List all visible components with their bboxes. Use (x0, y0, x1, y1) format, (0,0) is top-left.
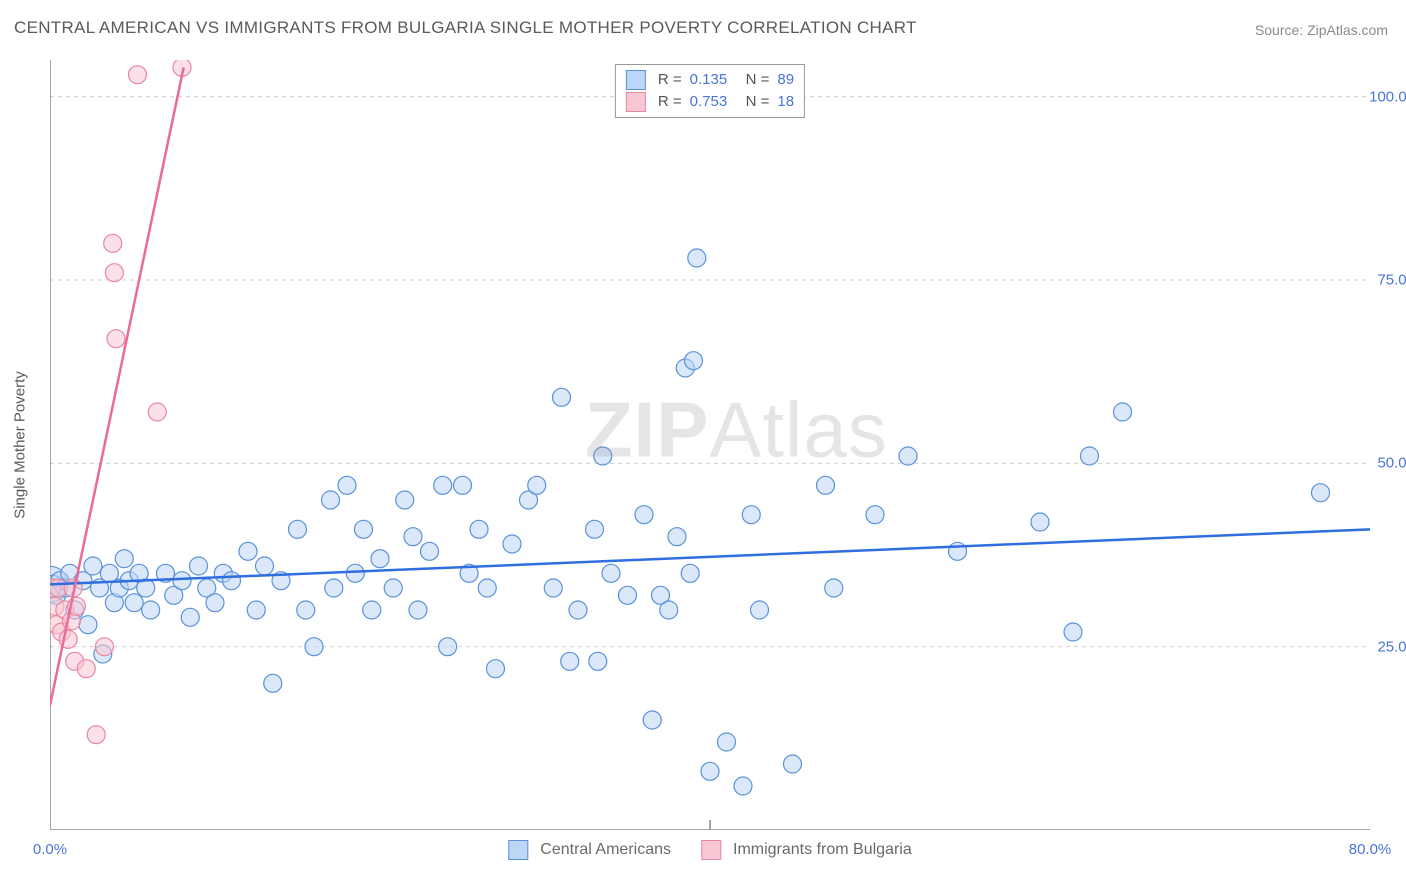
legend-swatch (701, 840, 721, 860)
stats-legend: R = 0.135 N = 89 R = 0.753 N = 18 (615, 64, 805, 118)
n-value: 89 (777, 69, 794, 91)
r-value: 0.135 (690, 69, 738, 91)
stats-legend-row: R = 0.753 N = 18 (626, 91, 794, 113)
y-axis-label: Single Mother Poverty (12, 371, 29, 519)
chart-title: CENTRAL AMERICAN VS IMMIGRANTS FROM BULG… (14, 18, 917, 38)
legend-swatch (626, 92, 646, 112)
stats-legend-row: R = 0.135 N = 89 (626, 69, 794, 91)
n-value: 18 (777, 91, 794, 113)
legend-swatch (508, 840, 528, 860)
chart-container: CENTRAL AMERICAN VS IMMIGRANTS FROM BULG… (0, 0, 1406, 892)
scatter-plot-svg (50, 60, 1370, 830)
r-label: R = (658, 69, 682, 91)
legend-swatch (626, 70, 646, 90)
bottom-legend: Central Americans Immigrants from Bulgari… (508, 840, 911, 860)
legend-label: Central Americans (540, 841, 671, 859)
y-tick-label: 75.0% (1377, 272, 1406, 289)
r-value: 0.753 (690, 91, 738, 113)
bottom-legend-item: Central Americans (508, 840, 671, 860)
chart-area: Single Mother Poverty ZIPAtlas R =0.135N… (50, 60, 1370, 830)
x-tick-label: 80.0% (1349, 841, 1392, 858)
legend-label: Immigrants from Bulgaria (733, 841, 912, 859)
r-label: R = (658, 91, 682, 113)
x-tick-label: 0.0% (33, 841, 67, 858)
bottom-legend-item: Immigrants from Bulgaria (701, 840, 912, 860)
y-tick-label: 25.0% (1377, 638, 1406, 655)
y-tick-label: 100.0% (1369, 88, 1406, 105)
n-label: N = (746, 69, 770, 91)
source-label: Source: ZipAtlas.com (1255, 22, 1388, 38)
n-label: N = (746, 91, 770, 113)
y-tick-label: 50.0% (1377, 455, 1406, 472)
